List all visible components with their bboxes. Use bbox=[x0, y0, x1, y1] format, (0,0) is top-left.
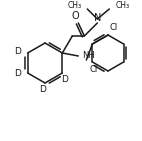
Text: O: O bbox=[72, 11, 79, 21]
Text: CH₃: CH₃ bbox=[67, 2, 81, 10]
Text: D: D bbox=[14, 69, 21, 78]
Text: Cl: Cl bbox=[89, 66, 98, 74]
Text: N: N bbox=[94, 13, 101, 23]
Text: CH₃: CH₃ bbox=[115, 2, 130, 10]
Text: D: D bbox=[40, 85, 46, 94]
Text: NH: NH bbox=[82, 51, 95, 60]
Text: D: D bbox=[14, 47, 21, 56]
Text: D: D bbox=[61, 74, 68, 83]
Text: Cl: Cl bbox=[110, 23, 118, 31]
